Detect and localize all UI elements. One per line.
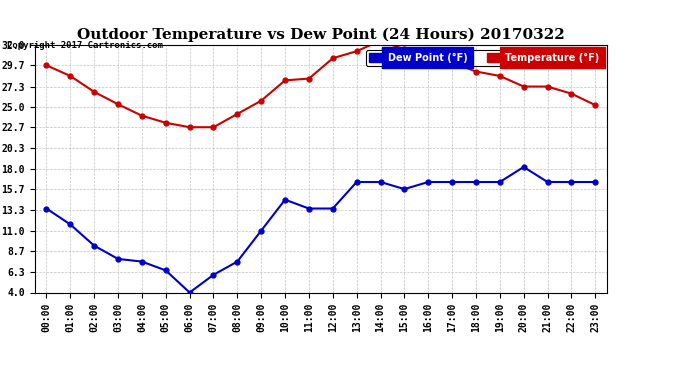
Title: Outdoor Temperature vs Dew Point (24 Hours) 20170322: Outdoor Temperature vs Dew Point (24 Hou…	[77, 28, 564, 42]
Legend: Dew Point (°F), Temperature (°F): Dew Point (°F), Temperature (°F)	[366, 50, 602, 66]
Text: Copyright 2017 Cartronics.com: Copyright 2017 Cartronics.com	[7, 41, 163, 50]
